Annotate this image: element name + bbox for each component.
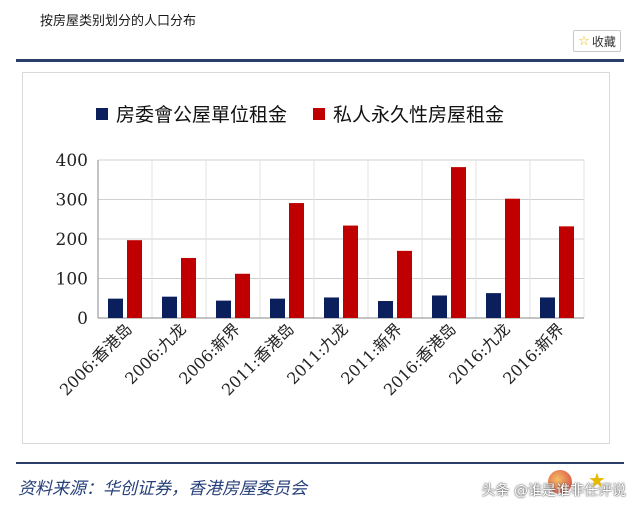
- legend-swatch-private: [313, 107, 326, 120]
- y-tick-label: 0: [77, 309, 88, 329]
- bar-private: [289, 203, 304, 318]
- bar-private: [127, 240, 142, 318]
- bar-private: [397, 250, 412, 318]
- legend-label-public: 房委會公屋單位租金: [116, 104, 288, 126]
- page-title: 按房屋类别划分的人口分布: [40, 14, 197, 29]
- bar-public: [324, 297, 339, 318]
- bottom-divider: [16, 462, 624, 464]
- legend-swatch-public: [96, 107, 108, 120]
- bar-private: [181, 257, 196, 318]
- x-tick-label: 2006:香港岛: [56, 319, 136, 399]
- y-tick-label: 400: [56, 151, 88, 171]
- bar-private: [559, 226, 574, 318]
- legend-item-private: 私人永久性房屋租金: [313, 100, 504, 127]
- bar-public: [162, 296, 177, 318]
- watermark-star-icon: ★: [588, 468, 606, 492]
- bar-public: [270, 298, 285, 318]
- bar-private: [343, 225, 358, 318]
- chart-legend: 房委會公屋單位租金 私人永久性房屋租金: [96, 100, 530, 127]
- bar-public: [540, 297, 555, 318]
- bar-public: [216, 300, 231, 318]
- bar-public: [378, 301, 393, 318]
- legend-item-public: 房委會公屋單位租金: [96, 100, 287, 127]
- y-tick-label: 100: [56, 270, 88, 290]
- favorite-label: 收藏: [591, 34, 616, 49]
- y-tick-label: 200: [56, 230, 88, 250]
- bar-private: [451, 167, 466, 318]
- legend-label-private: 私人永久性房屋租金: [333, 104, 505, 126]
- watermark-text: 头条 @谁是谁非任评说: [481, 483, 626, 499]
- star-icon: ☆: [578, 33, 590, 49]
- bar-public: [486, 293, 501, 318]
- bar-public: [432, 295, 447, 318]
- watermark-logo-icon: [548, 470, 572, 494]
- bar-public: [108, 298, 123, 318]
- source-note: 资料来源：华创证券，香港房屋委员会: [18, 479, 307, 499]
- favorite-button[interactable]: ☆ 收藏: [573, 30, 621, 52]
- bar-private: [235, 273, 250, 318]
- y-tick-label: 300: [56, 191, 88, 211]
- top-divider: [16, 59, 624, 62]
- bar-private: [505, 198, 520, 318]
